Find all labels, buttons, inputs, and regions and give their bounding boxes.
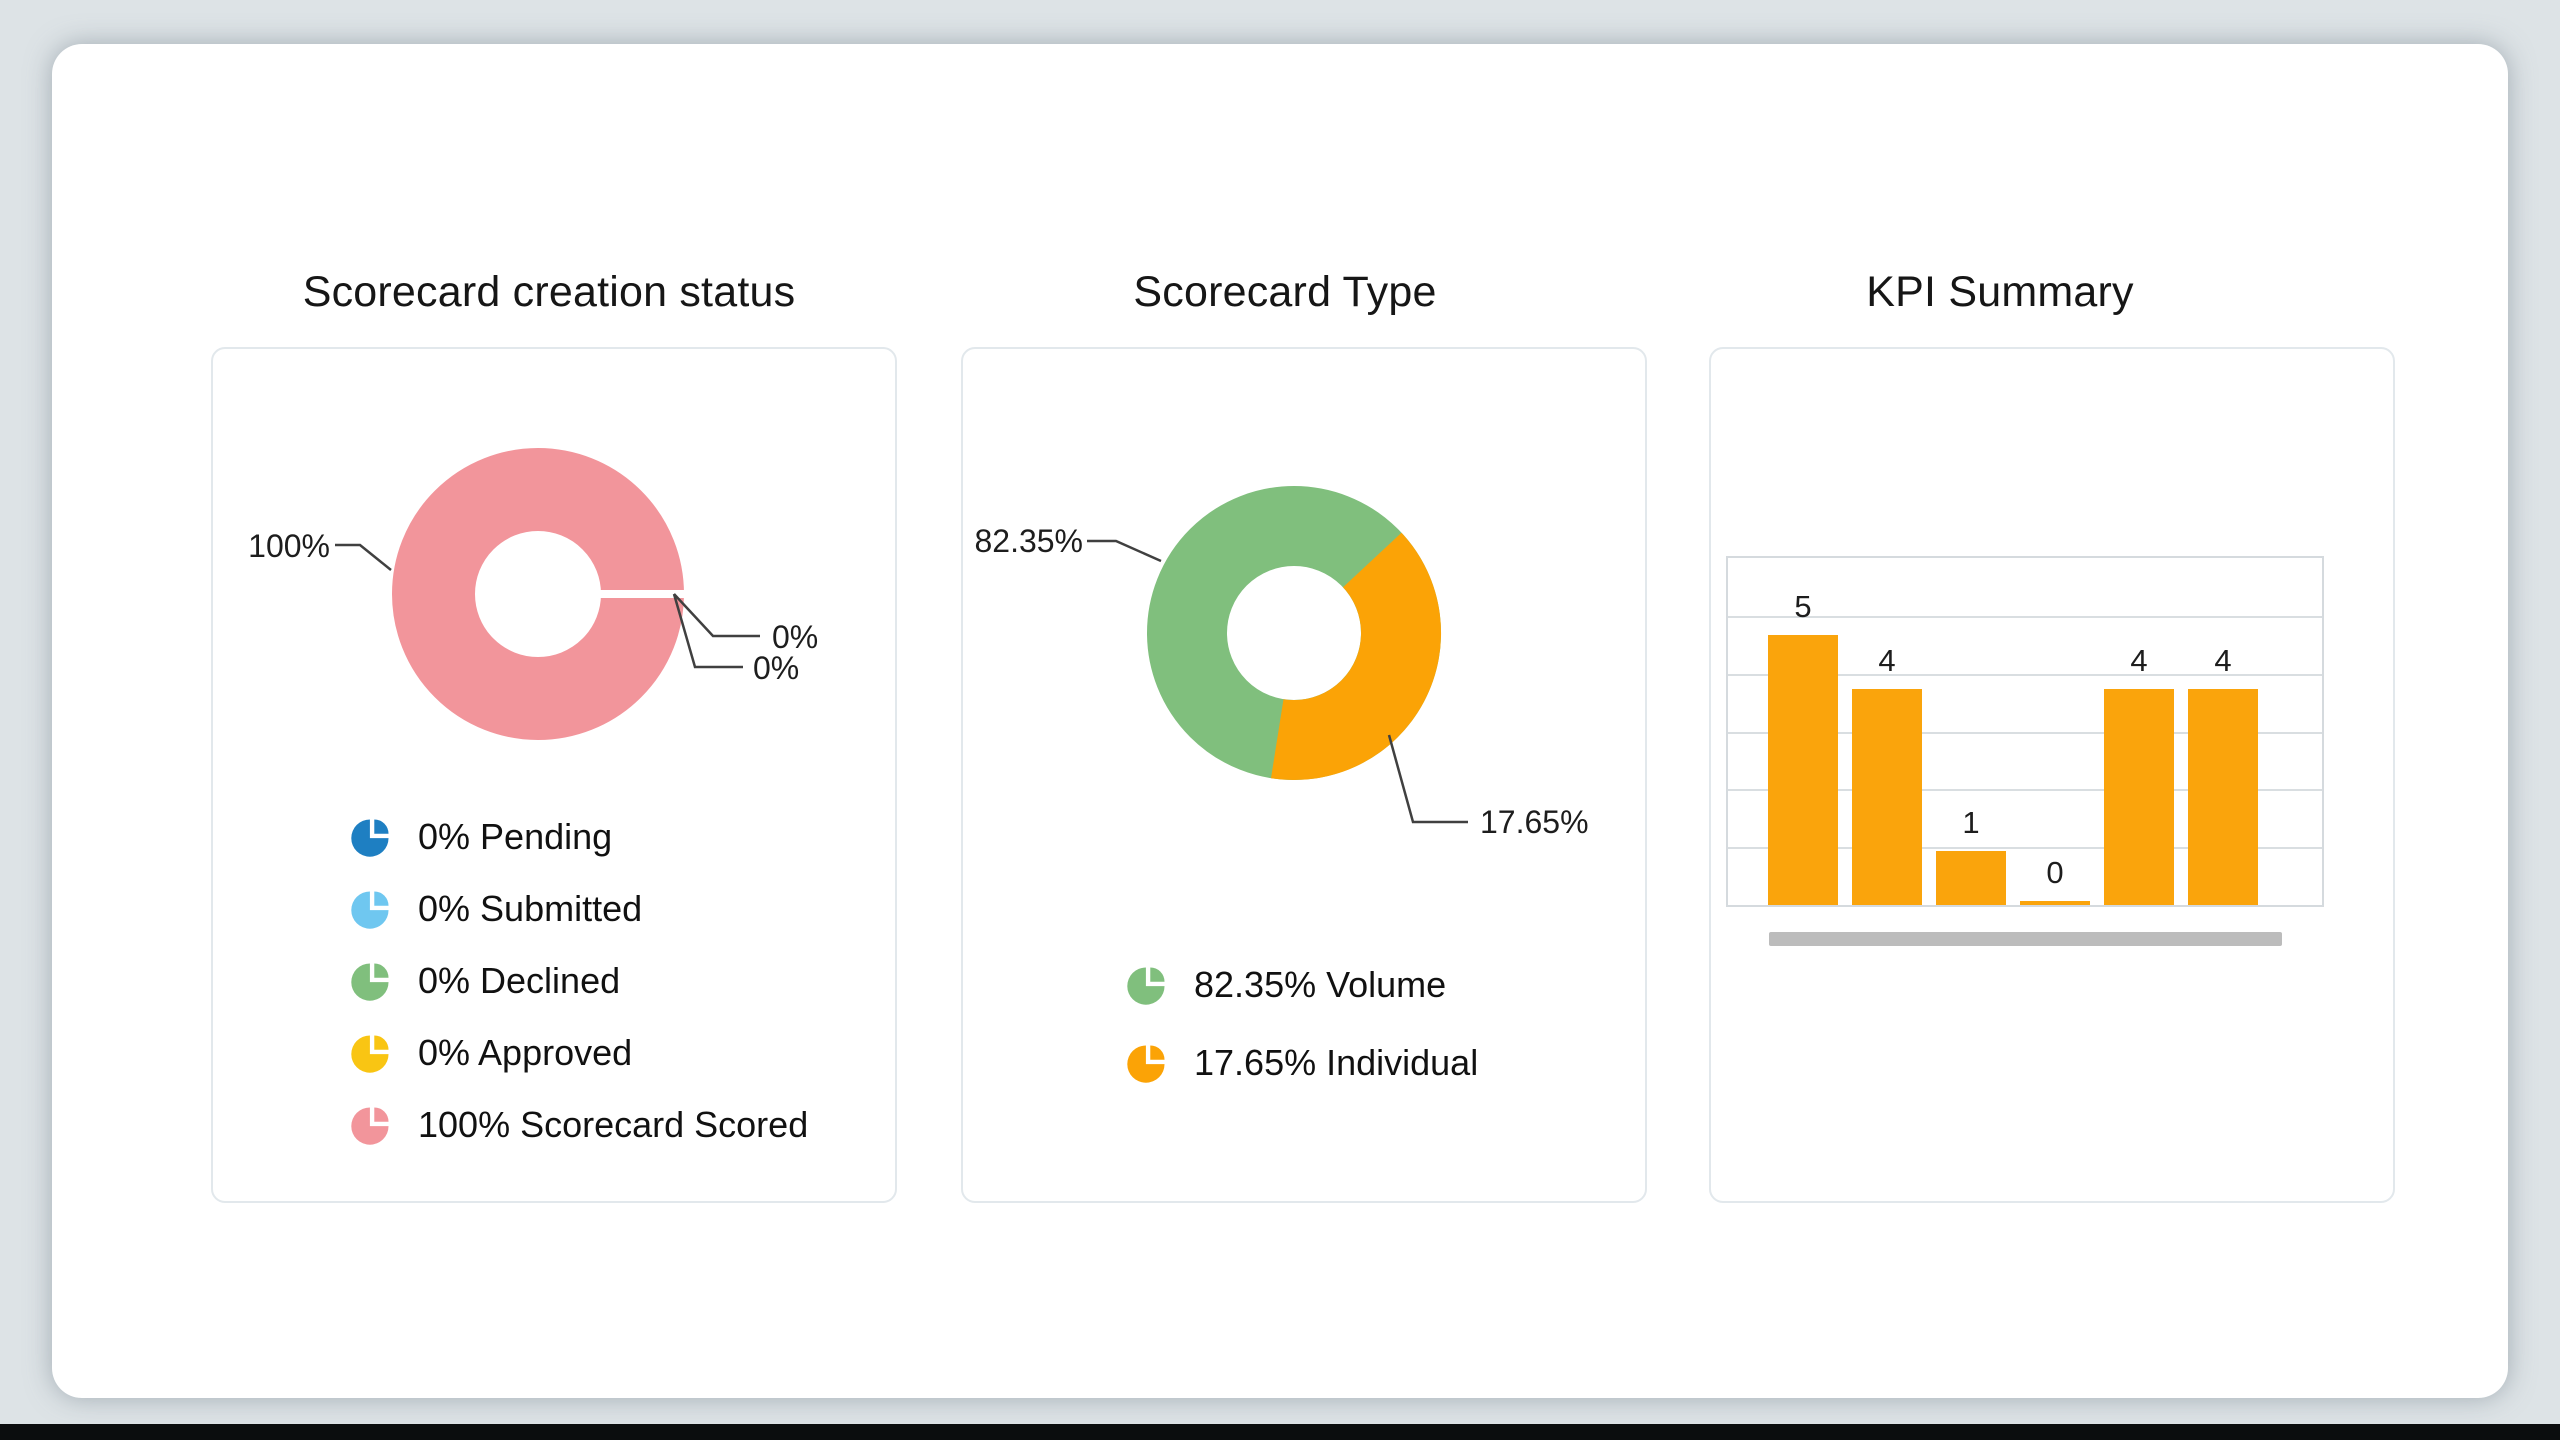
gridline [1728, 673, 2322, 676]
pie-icon [351, 1107, 389, 1145]
legend-label: 0% Approved [418, 1032, 633, 1073]
callout-line-individual [1387, 734, 1468, 824]
gridline [1728, 615, 2322, 618]
bar-value-label: 4 [1878, 643, 1896, 678]
callout-label-100: 100% [248, 528, 330, 564]
pie-icon [351, 819, 389, 857]
pie-icon [351, 891, 389, 929]
gridline [1728, 847, 2322, 850]
callout-line-0-bottom [672, 593, 743, 669]
card-kpi-summary: 5 4 1 0 4 4 [1709, 347, 2395, 1203]
pie-icon [1127, 967, 1165, 1005]
callout-line-0-top [673, 593, 760, 638]
bar-value-0 [2020, 901, 2090, 905]
donut-slice-individual [1271, 532, 1442, 781]
gridline [1728, 789, 2322, 792]
callout-label-0-top: 0% [772, 619, 818, 655]
donut-chart-scorecard-creation-status: 100% 0% 0% [248, 448, 818, 740]
gridline [1728, 731, 2322, 734]
callout-label-individual: 17.65% [1480, 804, 1589, 840]
bar-value-4 [1852, 689, 1922, 905]
bar-value-label: 4 [2130, 643, 2148, 678]
bar-value-5 [1768, 635, 1838, 905]
bar-chart-kpi-summary: 5 4 1 0 4 4 [1726, 556, 2324, 907]
legend-item: 0% Pending [348, 814, 612, 860]
legend-item: 82.35% Volume [1124, 962, 1446, 1008]
bar-value-1 [1936, 851, 2006, 905]
legend-label: 0% Declined [418, 960, 621, 1001]
chart-title-kpi-summary: KPI Summary [1866, 268, 2134, 316]
legend-label: 0% Pending [418, 816, 613, 857]
legend-item: 0% Declined [348, 958, 620, 1004]
legend-item: 0% Approved [348, 1030, 632, 1076]
legend-label: 17.65% Individual [1194, 1042, 1479, 1083]
legend-item: 100% Scorecard Scored [348, 1102, 808, 1148]
card-scorecard-creation-status: 100% 0% 0% 0% Pending 0% Submitted 0% Decl… [211, 347, 897, 1203]
legend-item: 0% Submitted [348, 886, 642, 932]
legend-label: 0% Submitted [418, 888, 643, 929]
donut-gap [597, 590, 687, 598]
legend-label: 100% Scorecard Scored [418, 1104, 809, 1145]
bar-value-4 [2188, 689, 2258, 905]
callout-line-volume [1087, 539, 1162, 563]
bar-value-4 [2104, 689, 2174, 905]
callout-label-volume: 82.35% [974, 523, 1083, 559]
pie-icon [1127, 1045, 1165, 1083]
legend-label: 82.35% Volume [1194, 964, 1447, 1005]
horizontal-scrollbar[interactable] [1769, 932, 2282, 946]
bar-value-label: 0 [2046, 855, 2064, 890]
chart-title-scorecard-type: Scorecard Type [1133, 268, 1437, 316]
pie-icon [351, 1035, 389, 1073]
chart-title-scorecard-creation-status: Scorecard creation status [302, 268, 796, 316]
screen-bottom-strip [0, 1424, 2560, 1440]
callout-line-100 [335, 543, 392, 571]
bar-value-label: 5 [1794, 589, 1812, 624]
bar-value-label: 4 [2214, 643, 2232, 678]
legend-item: 17.65% Individual [1124, 1040, 1478, 1086]
pie-icon [351, 963, 389, 1001]
donut-chart-scorecard-type: 82.35% 17.65% [974, 486, 1589, 840]
card-scorecard-type: 82.35% 17.65% 82.35% Volume 17.65% Indivi… [961, 347, 1647, 1203]
bar-value-label: 1 [1962, 805, 1980, 840]
callout-label-0-bottom: 0% [753, 650, 799, 686]
